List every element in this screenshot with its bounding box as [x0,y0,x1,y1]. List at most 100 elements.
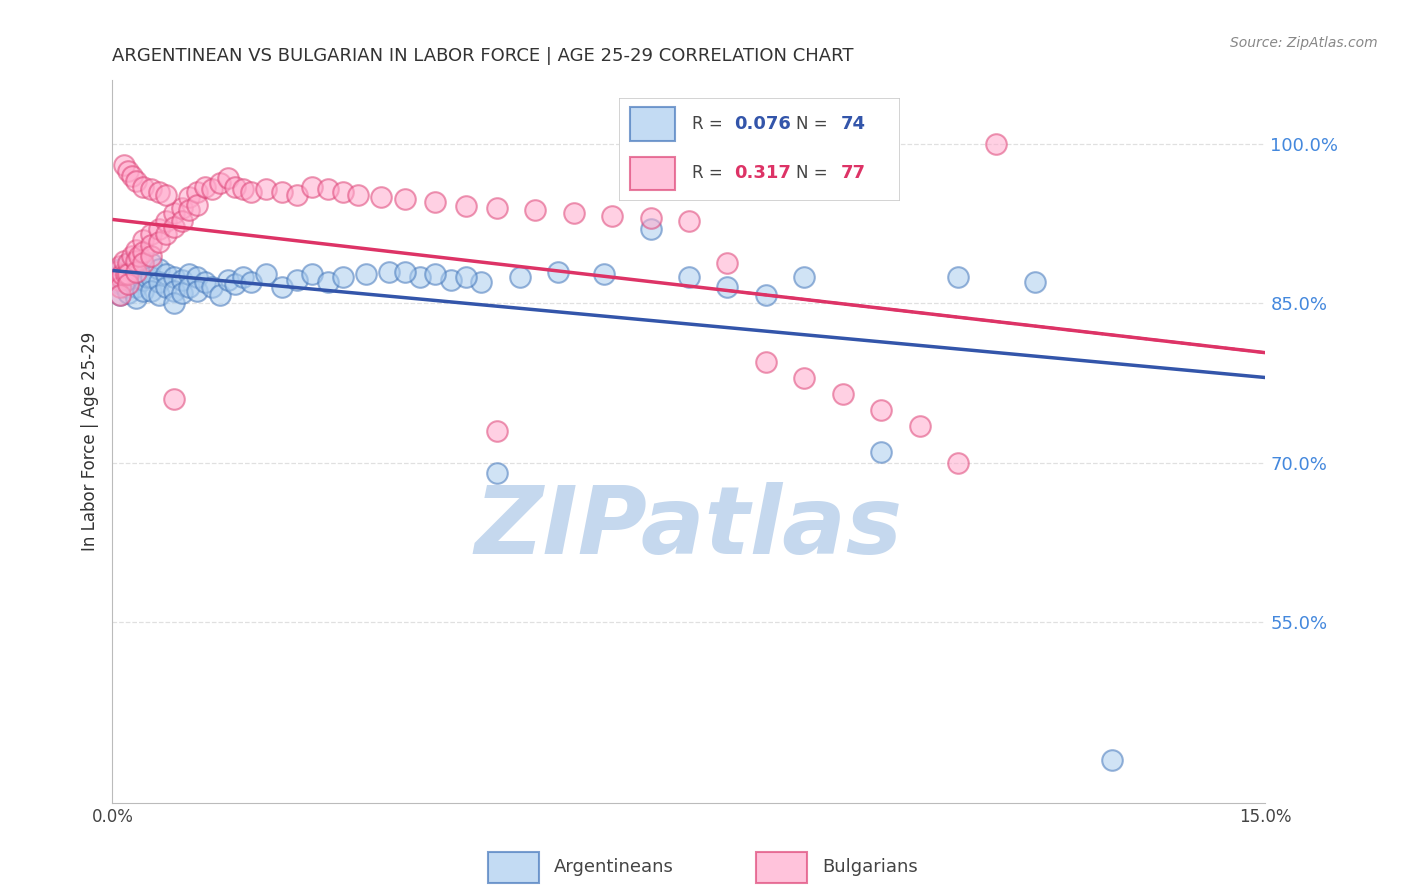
Point [112,158,135,172]
Point [121,249,143,263]
Point [108,269,131,284]
FancyBboxPatch shape [619,98,900,201]
Point [600,209,623,223]
Point [347,188,370,202]
Point [232,182,254,196]
Point [179,202,201,217]
Point [485,467,508,481]
Point [831,386,853,401]
Point [139,256,162,270]
Text: Source: ZipAtlas.com: Source: ZipAtlas.com [1230,36,1378,50]
Point [148,235,170,249]
Point [239,185,262,199]
Point [108,277,131,292]
Point [117,267,139,281]
Point [224,179,246,194]
Point [108,262,131,277]
Point [1024,275,1046,289]
Point [136,269,159,284]
Point [163,219,186,234]
Point [115,267,138,281]
Point [132,233,155,247]
Point [124,244,146,258]
Point [132,179,155,194]
Point [755,355,778,369]
FancyBboxPatch shape [630,107,675,141]
Point [115,280,138,294]
Point [155,227,177,242]
Point [124,254,146,268]
Point [755,288,778,302]
Point [132,273,155,287]
Point [132,245,155,260]
Point [793,371,815,385]
Point [678,269,700,284]
Point [946,269,969,284]
Point [117,267,139,281]
Point [124,291,146,305]
Point [121,169,143,183]
Point [378,264,401,278]
Text: Argentineans: Argentineans [554,858,673,877]
Point [170,285,193,300]
Point [454,269,477,284]
Point [105,264,128,278]
Point [285,273,308,287]
Point [111,267,134,281]
Point [124,269,146,284]
Point [986,136,1008,151]
Point [108,259,131,273]
Point [155,213,177,227]
Point [112,264,135,278]
Point [716,280,738,294]
Point [117,277,139,292]
Point [440,273,463,287]
Point [179,267,201,281]
Point [640,211,662,226]
Point [409,269,432,284]
Text: ARGENTINEAN VS BULGARIAN IN LABOR FORCE | AGE 25-29 CORRELATION CHART: ARGENTINEAN VS BULGARIAN IN LABOR FORCE … [112,47,853,65]
FancyBboxPatch shape [756,852,807,883]
Point [217,171,239,186]
Point [132,284,155,298]
Point [209,177,232,191]
Point [509,269,531,284]
Point [107,273,129,287]
Point [186,269,208,284]
Point [562,206,585,220]
Point [155,280,177,294]
Point [132,256,155,270]
Point [163,284,186,298]
Point [239,275,262,289]
Point [716,256,738,270]
Point [870,445,893,459]
Point [163,296,186,310]
Point [332,269,354,284]
Point [155,188,177,202]
Point [139,249,162,263]
Point [394,264,416,278]
Point [179,280,201,294]
Point [170,201,193,215]
Point [485,424,508,438]
Point [124,174,146,188]
Point [301,179,323,194]
Point [155,267,177,281]
Point [186,197,208,211]
Point [332,185,354,199]
Point [107,275,129,289]
Text: N =: N = [796,164,832,182]
FancyBboxPatch shape [488,852,538,883]
Text: R =: R = [692,115,728,133]
Point [108,280,131,294]
Point [112,254,135,268]
Point [128,249,150,263]
Point [139,227,162,242]
Point [209,288,232,302]
Text: ZIPatlas: ZIPatlas [475,483,903,574]
Point [370,190,392,204]
Text: 74: 74 [841,115,866,133]
Point [194,275,217,289]
Point [132,259,155,273]
Point [454,199,477,213]
